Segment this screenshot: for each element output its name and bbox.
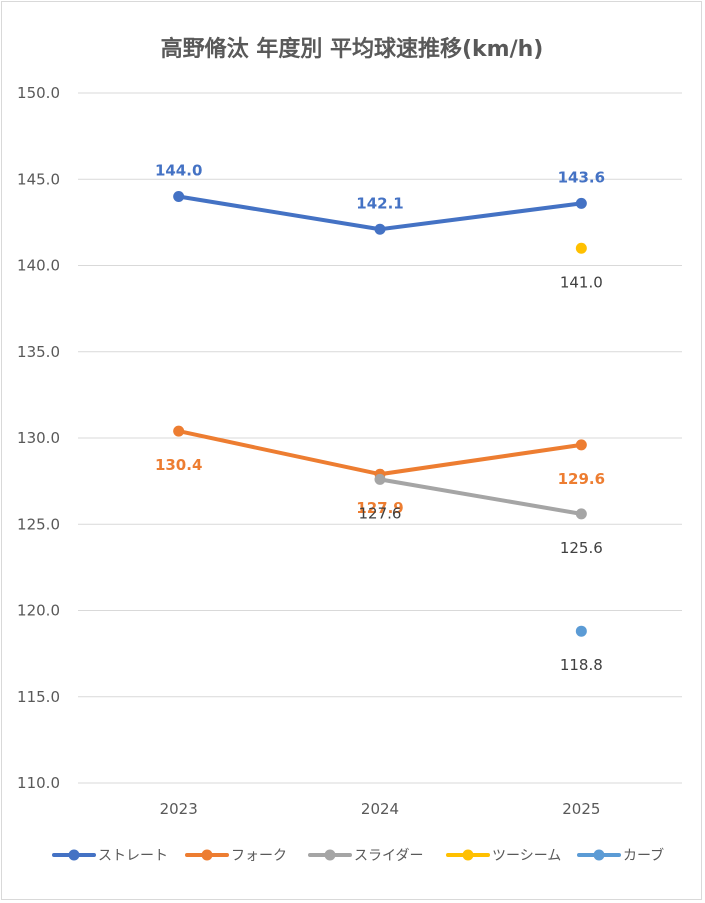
series-2 [374, 473, 587, 520]
y-tick-label: 150.0 [17, 84, 60, 102]
x-tick-label: 2025 [562, 800, 600, 818]
data-label: 127.9 [356, 499, 403, 517]
series-1 [173, 425, 587, 480]
data-point [575, 439, 587, 451]
data-point [173, 425, 185, 437]
series-layer [173, 191, 587, 637]
data-point [575, 242, 587, 254]
legend-label: フォーク [231, 848, 287, 864]
data-label: 127.6 [359, 504, 402, 522]
data-point [575, 625, 587, 637]
grid-layer [78, 92, 682, 784]
data-label-layer: 144.0 142.1 143.6 130.4 127.9 129.6 127.6 125.6… [155, 162, 605, 675]
data-label: 142.1 [356, 194, 403, 212]
data-label: 144.0 [155, 162, 202, 180]
legend-item: ツーシーム [446, 848, 561, 864]
legend: ストレート フォーク スライダー ツーシーム カーブ [52, 847, 664, 864]
series-4 [575, 625, 587, 637]
legend-item: フォーク [185, 848, 287, 864]
legend-swatch-marker [324, 849, 336, 861]
legend-label: ツーシーム [492, 848, 561, 864]
data-label: 118.8 [560, 656, 603, 674]
legend-label: ストレート [98, 848, 168, 864]
y-tick-label: 140.0 [17, 257, 60, 275]
y-tick-label: 145.0 [17, 170, 60, 188]
legend-item: ストレート [52, 848, 168, 864]
data-label: 130.4 [155, 456, 202, 474]
legend-swatch-marker [201, 849, 213, 861]
legend-swatch-marker [593, 849, 605, 861]
legend-label: カーブ [623, 847, 664, 864]
y-tick-label: 130.0 [17, 429, 60, 447]
data-label: 129.6 [558, 470, 605, 488]
y-tick-label: 120.0 [17, 602, 60, 620]
x-tick-label: 2023 [160, 800, 198, 818]
legend-label: スライダー [354, 848, 423, 864]
data-point [173, 191, 185, 202]
series-3 [575, 242, 587, 254]
x-axis-labels: 2023 2024 2025 [160, 800, 601, 818]
data-label: 125.6 [560, 539, 603, 557]
data-label: 141.0 [560, 273, 603, 291]
y-tick-label: 125.0 [17, 515, 60, 533]
y-tick-label: 110.0 [17, 774, 60, 792]
data-point [575, 197, 587, 209]
legend-swatch-marker [462, 849, 474, 861]
legend-item: スライダー [308, 848, 423, 864]
y-axis-labels: 150.0 145.0 140.0 135.0 130.0 125.0 120.0 115.0… [17, 84, 60, 792]
data-point [374, 223, 386, 235]
legend-swatch-marker [68, 849, 80, 861]
data-point [374, 473, 386, 485]
legend-item: カーブ [577, 847, 664, 864]
y-tick-label: 135.0 [17, 343, 60, 361]
data-label: 143.6 [558, 168, 605, 186]
x-tick-label: 2024 [361, 800, 399, 818]
series-0 [173, 191, 587, 235]
data-point [575, 508, 587, 520]
series-line [378, 477, 584, 516]
chart-title: 高野脩汰 年度別 平均球速推移(km/h) [161, 36, 544, 62]
y-tick-label: 115.0 [17, 688, 60, 706]
